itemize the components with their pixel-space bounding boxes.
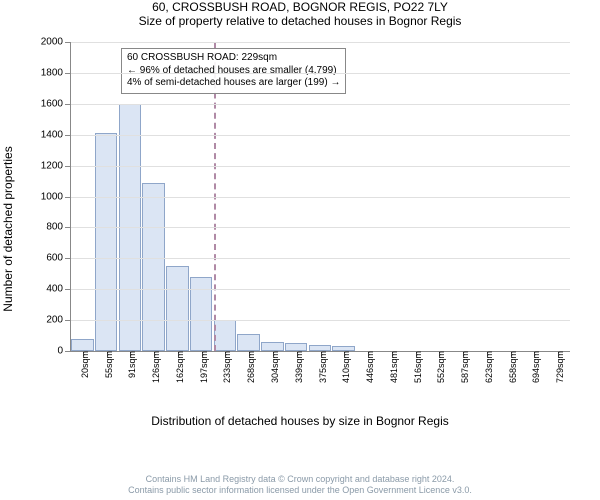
bar [166, 266, 189, 351]
annotation-box: 60 CROSSBUSH ROAD: 229sqm ← 96% of detac… [121, 48, 346, 94]
y-axis-label: Number of detached properties [1, 146, 15, 311]
xtick-label: 694sqm [527, 351, 541, 383]
xtick-label: 304sqm [266, 351, 280, 383]
ytick-label: 600 [46, 253, 71, 264]
footer: Contains HM Land Registry data © Crown c… [0, 474, 600, 496]
xtick-label: 126sqm [147, 351, 161, 383]
x-axis-label: Distribution of detached houses by size … [0, 414, 600, 428]
chart-container: Number of detached properties 60 CROSSBU… [20, 32, 580, 412]
ytick-label: 0 [57, 346, 71, 357]
ytick-label: 1000 [41, 191, 71, 202]
ytick-label: 1800 [41, 67, 71, 78]
xtick-label: 233sqm [218, 351, 232, 383]
xtick-label: 516sqm [409, 351, 423, 383]
ytick-label: 400 [46, 284, 71, 295]
xtick-label: 197sqm [195, 351, 209, 383]
annotation-line-2: ← 96% of detached houses are smaller (4,… [127, 65, 340, 78]
xtick-label: 268sqm [242, 351, 256, 383]
ytick-label: 2000 [41, 37, 71, 48]
bar [142, 183, 165, 351]
ytick-label: 1400 [41, 129, 71, 140]
bar [261, 342, 284, 351]
xtick-label: 339sqm [290, 351, 304, 383]
page-title: 60, CROSSBUSH ROAD, BOGNOR REGIS, PO22 7… [0, 0, 600, 14]
footer-line-1: Contains HM Land Registry data © Crown c… [0, 474, 600, 485]
ytick-label: 1200 [41, 160, 71, 171]
xtick-label: 623sqm [480, 351, 494, 383]
footer-line-2: Contains public sector information licen… [0, 485, 600, 496]
chart-subtitle: Size of property relative to detached ho… [0, 14, 600, 28]
xtick-label: 20sqm [76, 351, 90, 378]
xtick-label: 552sqm [432, 351, 446, 383]
xtick-label: 658sqm [504, 351, 518, 383]
xtick-label: 55sqm [100, 351, 114, 378]
xtick-label: 91sqm [123, 351, 137, 378]
bar [285, 343, 308, 351]
xtick-label: 162sqm [171, 351, 185, 383]
plot-area: 60 CROSSBUSH ROAD: 229sqm ← 96% of detac… [70, 42, 570, 352]
xtick-label: 410sqm [337, 351, 351, 383]
annotation-line-3: 4% of semi-detached houses are larger (1… [127, 77, 340, 90]
bar [237, 334, 260, 351]
bar [214, 320, 237, 351]
xtick-label: 446sqm [361, 351, 375, 383]
xtick-label: 375sqm [314, 351, 328, 383]
xtick-label: 587sqm [456, 351, 470, 383]
ytick-label: 1600 [41, 98, 71, 109]
ytick-label: 800 [46, 222, 71, 233]
bar [71, 339, 94, 351]
xtick-label: 481sqm [385, 351, 399, 383]
xtick-label: 729sqm [551, 351, 565, 383]
ytick-label: 200 [46, 315, 71, 326]
bar [190, 277, 213, 351]
annotation-line-1: 60 CROSSBUSH ROAD: 229sqm [127, 52, 340, 65]
